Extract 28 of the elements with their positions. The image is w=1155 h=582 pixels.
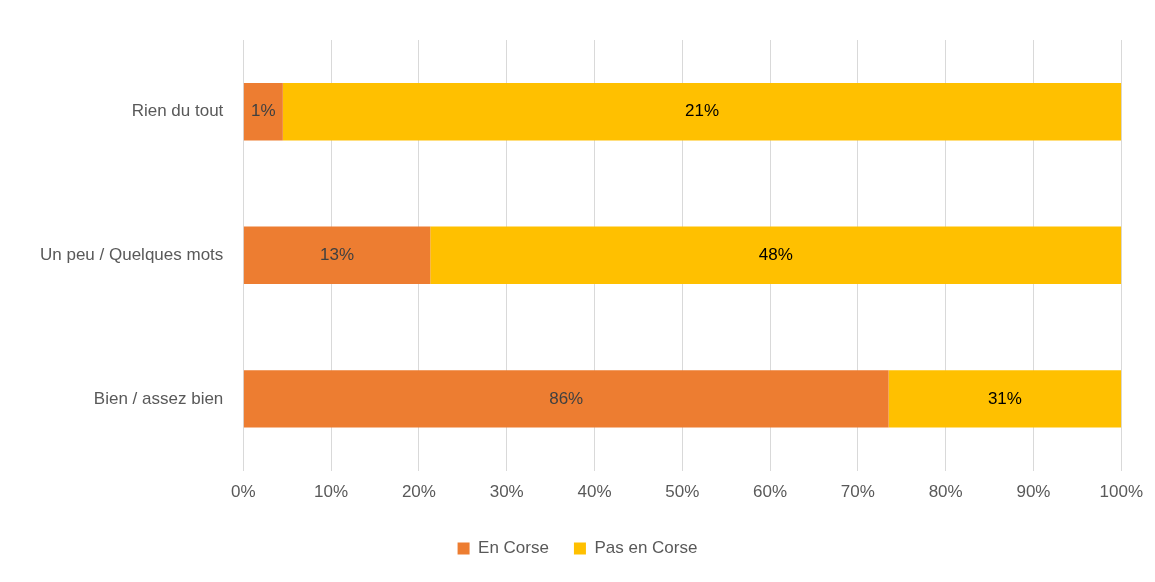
bar	[243, 226, 431, 285]
y-tick-label: Un peu / Quelques mots	[39, 244, 224, 264]
legend-label: Pas en Corse	[594, 538, 698, 558]
bar	[243, 83, 283, 141]
annotation: 1%	[251, 101, 276, 121]
x-tick-label: 30%	[489, 482, 524, 502]
annotation: 13%	[320, 244, 355, 264]
x-tick-label: 70%	[840, 482, 875, 502]
x-tick-label: 20%	[401, 482, 436, 502]
annotation: 21%	[685, 101, 720, 121]
bar	[430, 226, 1122, 285]
bar	[282, 83, 1122, 141]
legend-label: En Corse	[478, 538, 549, 558]
x-tick-label: 40%	[577, 482, 612, 502]
y-tick-label: Bien / assez bien	[93, 388, 224, 408]
x-tick-label: 60%	[753, 482, 788, 502]
x-tick-label: 50%	[665, 482, 700, 502]
x-tick-label: 80%	[928, 482, 963, 502]
bar	[888, 370, 1122, 428]
annotation: 48%	[758, 244, 793, 264]
bar	[243, 370, 889, 428]
x-tick-label: 100%	[1099, 482, 1143, 502]
x-tick-label: 10%	[314, 482, 349, 502]
x-tick-label: 90%	[1016, 482, 1051, 502]
x-tick-label: 0%	[231, 482, 256, 502]
y-tick-label: Rien du tout	[131, 101, 224, 121]
annotation: 31%	[987, 388, 1022, 408]
annotation: 86%	[549, 388, 584, 408]
